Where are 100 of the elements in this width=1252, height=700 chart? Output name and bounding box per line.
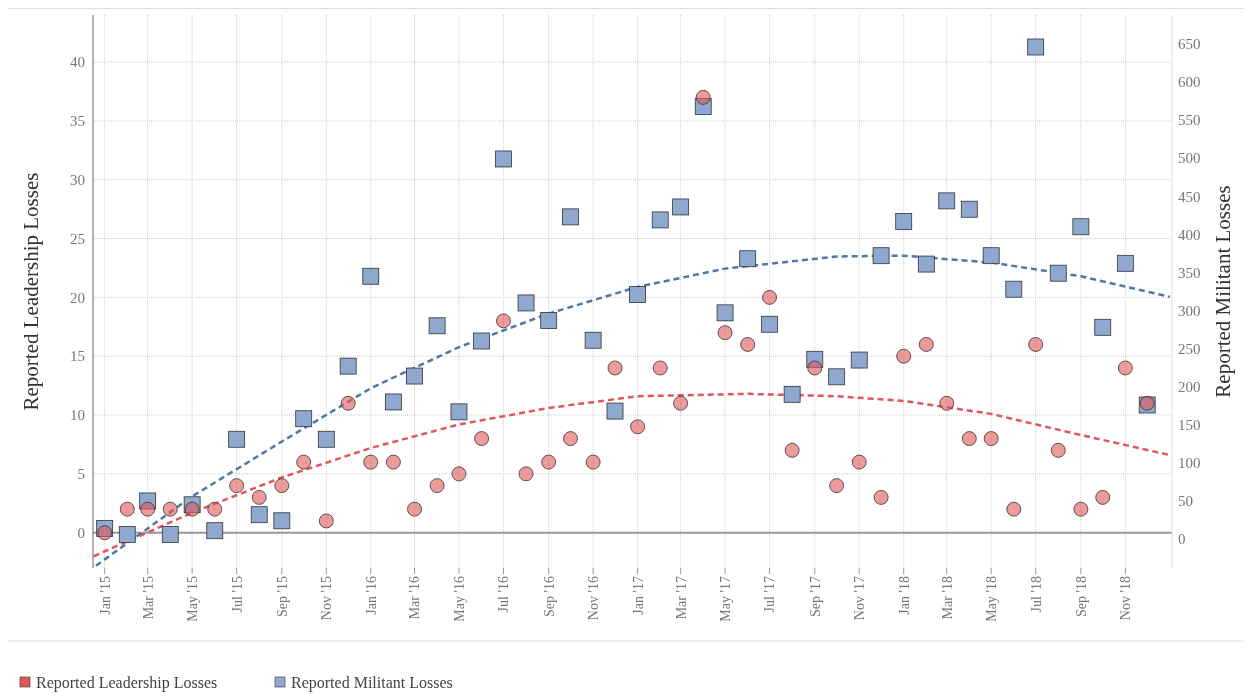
- point: [96, 519, 114, 537]
- point: [873, 490, 889, 505]
- y2-tick-label: 250: [1178, 340, 1201, 357]
- point: [97, 525, 113, 541]
- point: [139, 492, 157, 510]
- y2-tick-label: 0: [1178, 531, 1186, 548]
- x-tick-label: Jul '15: [229, 576, 245, 613]
- y-tick-label: 20: [70, 289, 85, 306]
- point: [960, 200, 978, 218]
- point: [694, 98, 712, 115]
- y2-tick-label: 100: [1178, 455, 1201, 472]
- x-tick-label: Sep '18: [1073, 576, 1089, 618]
- x-tick-label: Mar '15: [140, 576, 156, 620]
- x-tick-label: Nov '15: [319, 576, 335, 621]
- point: [250, 506, 268, 524]
- point: [1028, 337, 1044, 352]
- point: [585, 454, 601, 470]
- point: [340, 395, 356, 411]
- point: [1094, 318, 1112, 336]
- y-tick-label: 10: [70, 407, 85, 424]
- y-tick-label: 5: [77, 466, 85, 483]
- x-tick-label: May '17: [717, 576, 733, 622]
- point: [806, 350, 824, 368]
- point: [251, 490, 267, 505]
- point: [740, 337, 756, 352]
- point: [362, 267, 380, 285]
- point: [761, 315, 778, 333]
- point: [363, 454, 379, 470]
- point: [630, 419, 645, 435]
- point: [895, 213, 913, 230]
- point: [518, 466, 534, 482]
- point: [896, 348, 912, 364]
- point: [541, 454, 557, 470]
- point: [274, 478, 290, 494]
- point: [429, 478, 445, 494]
- point: [651, 211, 669, 229]
- point: [406, 367, 423, 385]
- legend-label: Reported Militant Losses: [291, 673, 453, 692]
- x-tick-label: Nov '18: [1118, 576, 1134, 621]
- point: [296, 454, 312, 470]
- x-tick-label: Jul '17: [762, 576, 778, 613]
- point: [961, 431, 977, 446]
- y2-tick-label: 50: [1178, 493, 1193, 510]
- point: [672, 198, 690, 216]
- x-tick-label: Sep '16: [541, 576, 557, 618]
- point: [716, 304, 734, 322]
- point: [1049, 264, 1067, 282]
- y-tick-label: 40: [70, 54, 85, 71]
- x-tick-label: Nov '16: [586, 576, 602, 621]
- point: [384, 393, 402, 411]
- point: [762, 289, 777, 305]
- point: [206, 522, 224, 540]
- point: [629, 286, 646, 303]
- point: [918, 337, 934, 352]
- y-tick-label: 25: [70, 230, 85, 247]
- point: [228, 430, 246, 448]
- point: [872, 247, 890, 265]
- y2-tick-label: 400: [1178, 226, 1201, 243]
- y-tick-label: 35: [70, 113, 85, 130]
- y2-tick-label: 200: [1178, 378, 1201, 395]
- point: [783, 385, 801, 403]
- point: [118, 526, 136, 543]
- y2-tick-label: 500: [1178, 150, 1201, 167]
- point: [584, 331, 602, 349]
- point: [318, 513, 334, 529]
- point: [1006, 501, 1022, 517]
- point: [407, 501, 422, 517]
- point: [917, 255, 935, 273]
- point: [450, 403, 468, 421]
- point: [983, 431, 999, 446]
- y2-tick-label: 650: [1178, 36, 1201, 53]
- x-tick-label: Jul '16: [496, 576, 512, 613]
- x-tick-label: Sep '15: [274, 576, 290, 618]
- point: [938, 192, 956, 210]
- point: [784, 442, 800, 458]
- point: [695, 89, 711, 105]
- legend-label: Reported Leadership Losses: [36, 673, 218, 692]
- x-tick-label: Mar '17: [673, 576, 689, 620]
- point: [184, 501, 200, 517]
- x-tick-label: Mar '18: [939, 576, 955, 620]
- y2-tick-label: 300: [1178, 302, 1201, 319]
- point: [652, 360, 668, 376]
- x-tick-label: May '18: [984, 576, 1000, 622]
- point: [119, 501, 135, 517]
- point: [739, 250, 757, 268]
- point: [473, 332, 490, 350]
- x-tick-label: Jan '16: [363, 576, 379, 615]
- point: [1050, 442, 1066, 458]
- point: [850, 351, 868, 369]
- x-tick-label: Nov '17: [852, 576, 868, 621]
- point: [273, 512, 291, 530]
- point: [851, 454, 867, 470]
- y2-axis-title: Reported Militant Losses: [1211, 185, 1235, 398]
- point: [474, 431, 489, 446]
- x-tick-label: Mar '16: [407, 576, 423, 620]
- y-tick-label: 0: [77, 524, 85, 541]
- point: [1116, 254, 1134, 272]
- point: [1073, 501, 1089, 517]
- x-tick-label: Sep '17: [807, 576, 823, 618]
- point: [1072, 218, 1090, 236]
